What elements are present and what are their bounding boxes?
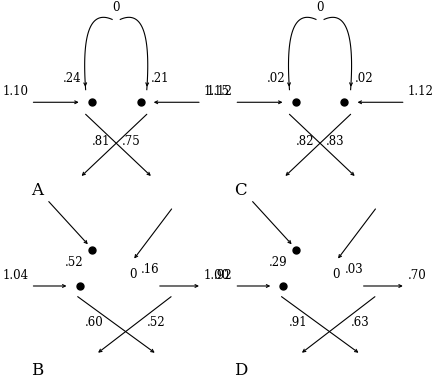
Text: .29: .29 <box>269 256 287 269</box>
Text: 0: 0 <box>112 1 120 14</box>
Text: C: C <box>235 182 247 198</box>
Text: D: D <box>235 362 248 378</box>
Text: .83: .83 <box>326 135 345 148</box>
Text: A: A <box>31 182 43 198</box>
Text: .63: .63 <box>351 317 369 329</box>
Text: B: B <box>31 362 43 378</box>
Text: 1.10: 1.10 <box>3 85 29 98</box>
Text: .21: .21 <box>151 72 169 85</box>
Text: 0: 0 <box>129 268 136 280</box>
Text: 1.00: 1.00 <box>204 269 230 282</box>
Text: 1.04: 1.04 <box>3 269 29 282</box>
Text: .52: .52 <box>65 256 84 269</box>
Text: .03: .03 <box>344 263 363 276</box>
Text: .52: .52 <box>147 317 165 329</box>
Text: .92: .92 <box>214 269 232 282</box>
Text: 1.12: 1.12 <box>207 85 232 98</box>
Text: .91: .91 <box>289 317 308 329</box>
Text: .81: .81 <box>92 135 110 148</box>
Text: .70: .70 <box>408 269 426 282</box>
Text: .24: .24 <box>63 72 82 85</box>
Text: 1.15: 1.15 <box>204 85 230 98</box>
Text: .82: .82 <box>296 135 314 148</box>
Text: .60: .60 <box>85 317 104 329</box>
Text: .16: .16 <box>141 263 159 276</box>
Text: 0: 0 <box>333 268 340 280</box>
Text: .75: .75 <box>123 135 141 148</box>
Text: 1.12: 1.12 <box>408 85 433 98</box>
Text: .02: .02 <box>267 72 286 85</box>
Text: 0: 0 <box>316 1 324 14</box>
Text: .02: .02 <box>355 72 373 85</box>
